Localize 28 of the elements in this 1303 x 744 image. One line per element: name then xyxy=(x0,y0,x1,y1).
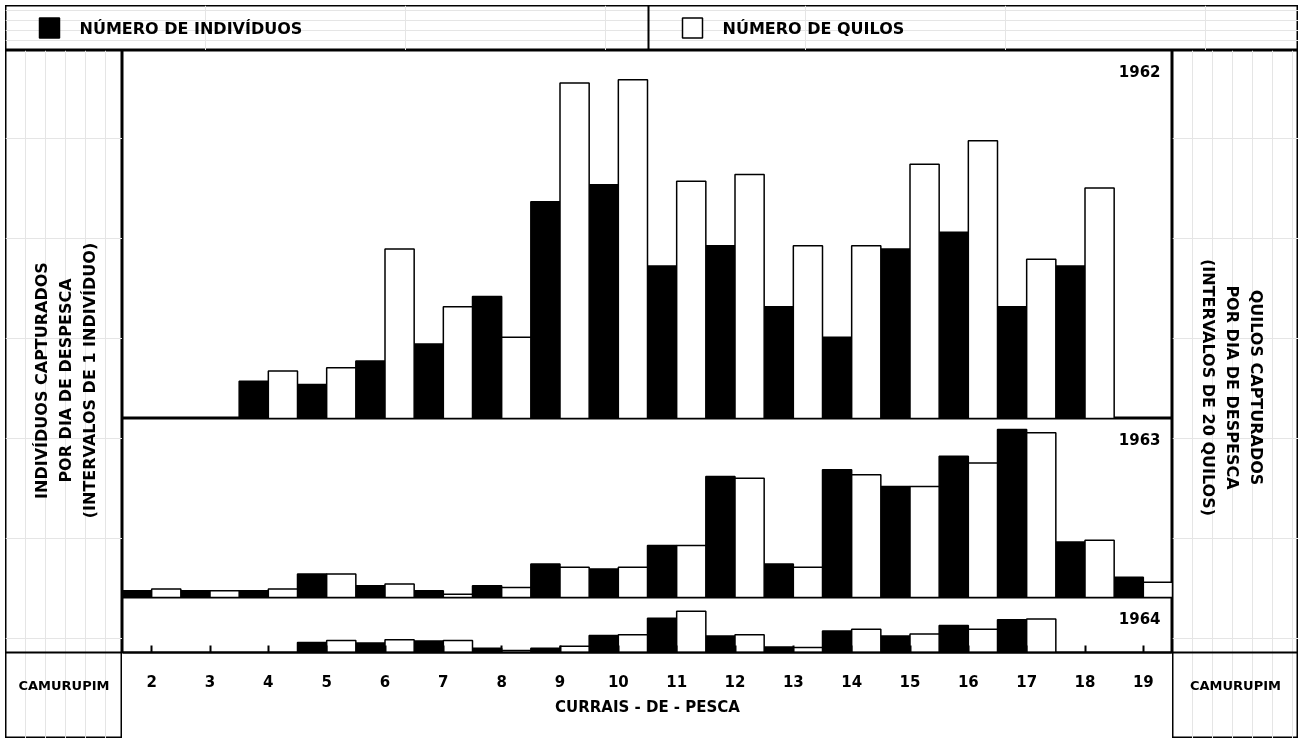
chart-title: 1963 xyxy=(1118,430,1161,449)
x-tick-label: 11 xyxy=(666,672,688,691)
x-tick-label: 2 xyxy=(146,672,157,691)
x-tick-label: 13 xyxy=(782,672,804,691)
y2-axis-title: QUILOS CAPTURADOS POR DIA DE DESPESCA (INTERVALOS DE 20 QUILOS) xyxy=(1199,258,1266,517)
x-tick-label: 3 xyxy=(204,672,216,691)
x-tick-label: 16 xyxy=(957,672,979,691)
x-axis-title: CURRAIS - DE - PESCA xyxy=(555,697,741,716)
text: CAMURUPIM xyxy=(1190,678,1281,693)
x-tick-label: 12 xyxy=(724,672,746,691)
x-tick-label: 8 xyxy=(496,672,507,691)
chart-title: 1964 xyxy=(1118,609,1161,628)
x-tick-label: 19 xyxy=(1132,672,1154,691)
x-tick-label: 17 xyxy=(1016,672,1038,691)
x-tick-label: 18 xyxy=(1074,672,1096,691)
x-tick-label: 7 xyxy=(438,672,449,691)
legend-label: NÚMERO DE QUILOS xyxy=(722,18,905,38)
y-axis-title: INDIVÍDUOS CAPTURADOS POR DIA DE DESPESCA (INTERVALOS DE 1 INDIVÍDUO) xyxy=(32,242,99,519)
x-tick-label: 10 xyxy=(607,672,629,691)
x-tick-label: 15 xyxy=(899,672,921,691)
x-tick-label: 5 xyxy=(321,672,332,691)
x-tick-label: 4 xyxy=(263,672,274,691)
x-tick-label: 9 xyxy=(554,672,566,691)
text: CAMURUPIM xyxy=(18,678,110,693)
chart-title: 1962 xyxy=(1118,62,1161,81)
x-tick-label: 14 xyxy=(841,672,863,691)
legend-label: NÚMERO DE INDIVÍDUOS xyxy=(79,18,303,38)
x-tick-label: 6 xyxy=(379,672,391,691)
